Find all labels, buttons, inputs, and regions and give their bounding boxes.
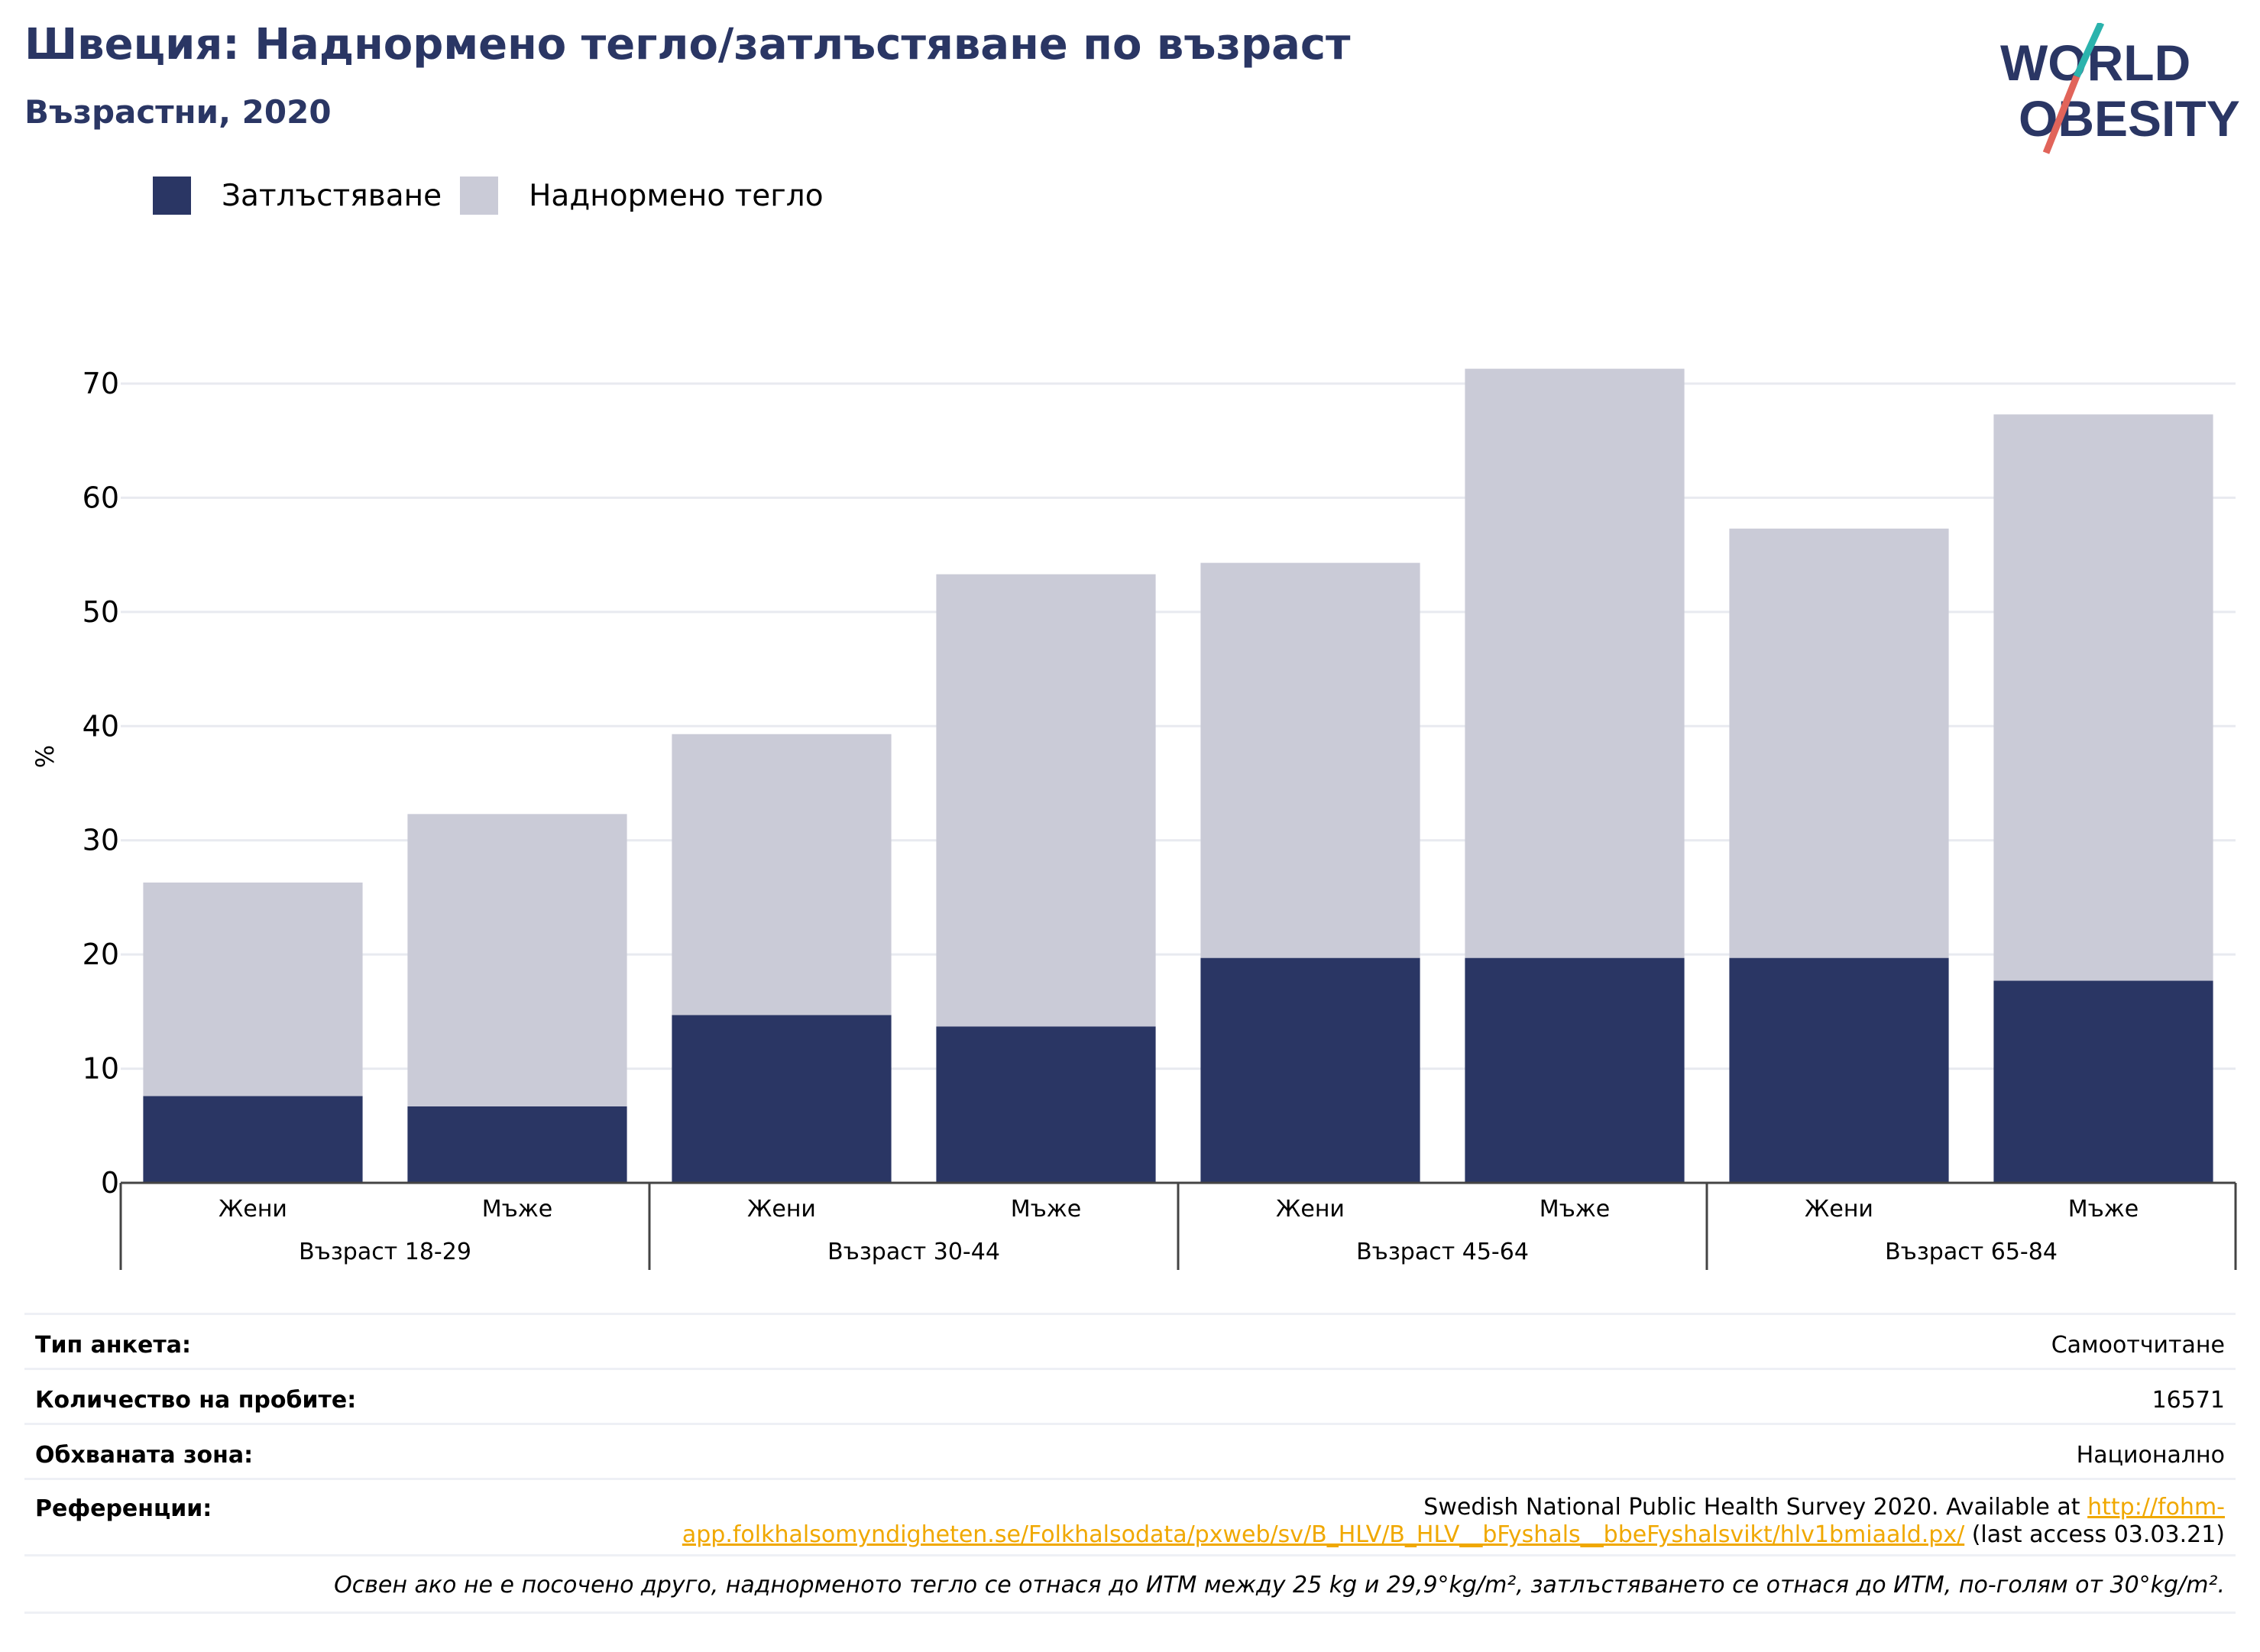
y-tick-label: 70 xyxy=(83,367,119,400)
survey-type-label: Тип анкета: xyxy=(35,1332,191,1359)
survey-type-value: Самоотчитане xyxy=(2051,1332,2225,1359)
group-label: Възраст 30-44 xyxy=(827,1239,1000,1265)
bar-overweight xyxy=(143,883,363,1096)
reference-text: Swedish National Public Health Survey 20… xyxy=(1423,1494,2088,1521)
info-row-sample: Количество на пробите: 16571 xyxy=(24,1368,2236,1425)
bar-overweight xyxy=(936,574,1156,1027)
logo-line1: WORLD xyxy=(2000,34,2190,91)
y-tick-label: 10 xyxy=(83,1052,119,1086)
logo-slash-red xyxy=(2042,75,2080,154)
x-tick-label: Жени xyxy=(1276,1196,1345,1223)
bar-chart: 0 10 20 30 40 50 60 70% Жени Мъже Жени Мъже Жени Мъже… xyxy=(31,367,2237,1270)
x-tick-label: Мъже xyxy=(1011,1196,1082,1223)
bar-obesity xyxy=(1200,957,1420,1183)
chart-title: Швеция: Наднормено тегло/затлъстяване по… xyxy=(24,20,1351,70)
legend-label-obesity: Затлъстяване xyxy=(222,178,442,213)
area-label: Обхваната зона: xyxy=(35,1442,254,1469)
bar-obesity xyxy=(407,1106,627,1183)
y-tick-label: 40 xyxy=(83,709,119,743)
sample-value: 16571 xyxy=(2152,1387,2225,1414)
y-tick-label: 20 xyxy=(83,938,119,971)
y-tick-label: 50 xyxy=(83,595,119,629)
sample-label: Количество на пробите: xyxy=(35,1387,357,1414)
area-value: Национално xyxy=(2076,1442,2225,1469)
bar-obesity xyxy=(1465,957,1685,1183)
info-row-references: Референции: Swedish National Public Heal… xyxy=(24,1478,2236,1556)
bar-obesity xyxy=(672,1015,892,1183)
group-label: Възраст 65-84 xyxy=(1885,1239,2058,1265)
bar-overweight xyxy=(672,734,892,1015)
legend-swatch-overweight xyxy=(460,177,499,215)
bar-obesity xyxy=(936,1026,1156,1183)
bar-overweight xyxy=(1200,562,1420,958)
reference-link-part1[interactable]: http://fohm- xyxy=(2087,1494,2225,1521)
info-row-survey-type: Тип анкета: Самоотчитане xyxy=(24,1313,2236,1370)
group-label: Възраст 18-29 xyxy=(299,1239,471,1265)
bar-obesity xyxy=(143,1096,363,1183)
bar-overweight xyxy=(1465,368,1685,958)
legend-label-overweight: Наднормено тегло xyxy=(529,178,824,213)
x-tick-label: Мъже xyxy=(2068,1196,2139,1223)
info-table: Тип анкета: Самоотчитане Количество на п… xyxy=(24,1313,2236,1618)
x-tick-label: Жени xyxy=(747,1196,816,1223)
x-tick-label: Жени xyxy=(219,1196,287,1223)
definition-note: Освен ако не е посочено друго, наднормен… xyxy=(334,1572,2225,1599)
y-axis-label: % xyxy=(31,745,60,768)
info-row-note: Освен ако не е посочено друго, наднормен… xyxy=(24,1554,2236,1614)
x-tick-label: Жени xyxy=(1805,1196,1873,1223)
bar-overweight xyxy=(1993,414,2213,981)
chart-legend: Затлъстяване Наднормено тегло xyxy=(153,174,842,217)
bar-obesity xyxy=(1993,980,2213,1183)
references-value: Swedish National Public Health Survey 20… xyxy=(468,1494,2225,1549)
bar-obesity xyxy=(1729,957,1949,1183)
x-tick-label: Мъже xyxy=(482,1196,553,1223)
bar-overweight xyxy=(1729,528,1949,958)
y-tick-label: 60 xyxy=(83,481,119,514)
reference-suffix: (last access 03.03.21) xyxy=(1964,1521,2225,1548)
references-label: Референции: xyxy=(35,1495,212,1522)
x-tick-label: Мъже xyxy=(1540,1196,1611,1223)
group-label: Възраст 45-64 xyxy=(1356,1239,1529,1265)
bar-overweight xyxy=(407,814,627,1106)
y-tick-label: 0 xyxy=(101,1166,119,1200)
world-obesity-logo: WORLD OBESITY xyxy=(2000,23,2240,154)
logo-slash-teal xyxy=(2073,23,2105,78)
legend-swatch-obesity xyxy=(153,177,191,215)
reference-link-part2[interactable]: app.folkhalsomyndigheten.se/Folkhalsodat… xyxy=(682,1521,1965,1548)
info-row-area: Обхваната зона: Национално xyxy=(24,1423,2236,1480)
y-tick-label: 30 xyxy=(83,824,119,857)
chart-subtitle: Възрастни, 2020 xyxy=(24,93,332,131)
